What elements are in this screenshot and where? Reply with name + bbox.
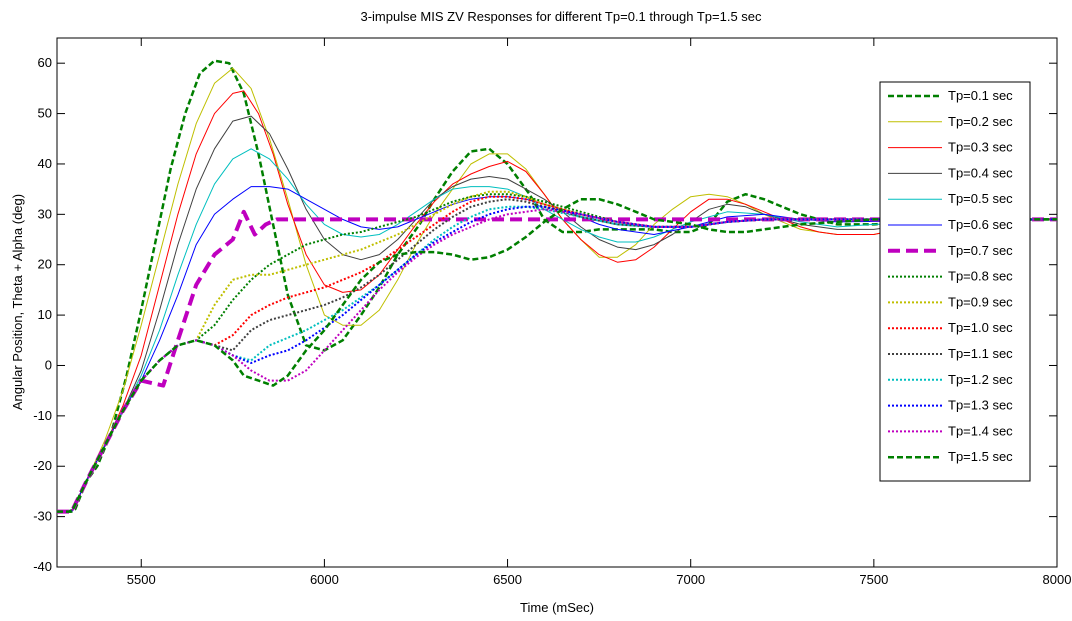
y-axis-label: Angular Position, Theta + Alpha (deg): [10, 194, 25, 410]
legend-label-11: Tp=1.1 sec: [948, 346, 1013, 361]
y-tick-label-4: 0: [45, 357, 52, 372]
y-tick-label-6: 20: [38, 257, 52, 272]
legend-label-2: Tp=0.2 sec: [948, 114, 1013, 129]
series-line-3: [57, 90, 1057, 513]
legend-label-13: Tp=1.3 sec: [948, 398, 1013, 413]
legend-label-4: Tp=0.4 sec: [948, 165, 1013, 180]
series-line-6: [57, 186, 1057, 513]
legend-label-14: Tp=1.4 sec: [948, 423, 1013, 438]
y-tick-label-2: -20: [33, 458, 52, 473]
axis-ticks: 5500 6000 6500 7000 7500 8000 -40 -30 -20 -10 0 10 2…: [33, 38, 1071, 587]
legend-label-7: Tp=0.7 sec: [948, 243, 1013, 258]
x-axis-label: Time (mSec): [520, 600, 594, 615]
y-tick-label-1: -30: [33, 509, 52, 524]
x-tick-label-4: 7500: [859, 572, 888, 587]
legend-label-8: Tp=0.8 sec: [948, 269, 1013, 284]
series-line-5: [57, 148, 1057, 513]
series-line-4: [57, 115, 1057, 513]
chart-title: 3-impulse MIS ZV Responses for different…: [360, 9, 762, 24]
y-tick-label-3: -10: [33, 408, 52, 423]
series-lines: [57, 59, 1057, 514]
series-line-2: [57, 67, 1057, 513]
legend-label-1: Tp=0.1 sec: [948, 88, 1013, 103]
legend-label-6: Tp=0.6 sec: [948, 217, 1013, 232]
y-tick-label-7: 30: [38, 206, 52, 221]
y-tick-label-0: -40: [33, 559, 52, 574]
legend-label-3: Tp=0.3 sec: [948, 140, 1013, 155]
legend-label-15: Tp=1.5 sec: [948, 449, 1013, 464]
y-tick-label-10: 60: [38, 55, 52, 70]
legend-label-10: Tp=1.0 sec: [948, 320, 1013, 335]
series-line-1: [57, 59, 1057, 513]
legend-label-5: Tp=0.5 sec: [948, 191, 1013, 206]
legend-label-12: Tp=1.2 sec: [948, 372, 1013, 387]
x-tick-label-1: 6000: [310, 572, 339, 587]
x-tick-label-3: 7000: [676, 572, 705, 587]
y-tick-label-5: 10: [38, 307, 52, 322]
legend-label-9: Tp=0.9 sec: [948, 294, 1013, 309]
y-tick-label-9: 50: [38, 106, 52, 121]
legend-box: [879, 81, 1031, 482]
legend: Tp=0.1 sec Tp=0.2 sec Tp=0.3 sec Tp=0.4 sec…: [879, 81, 1031, 482]
y-tick-label-8: 40: [38, 156, 52, 171]
x-tick-label-5: 8000: [1043, 572, 1072, 587]
x-tick-label-2: 6500: [493, 572, 522, 587]
x-tick-label-0: 5500: [127, 572, 156, 587]
